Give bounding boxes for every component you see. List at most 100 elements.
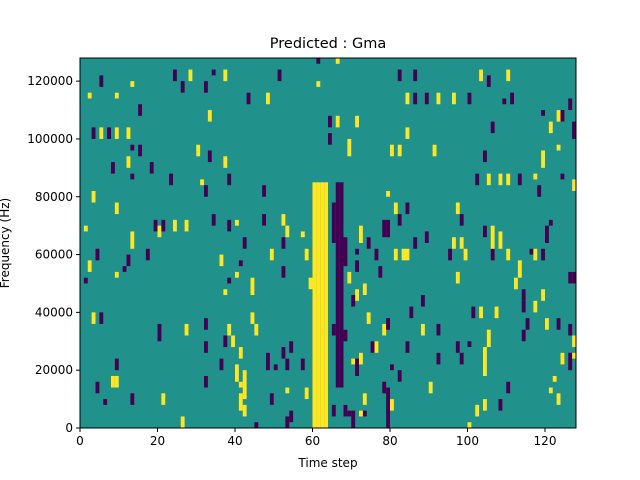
heatmap-cell bbox=[289, 341, 294, 353]
heatmap-cell bbox=[347, 138, 352, 157]
heatmap-cell bbox=[130, 144, 135, 151]
heatmap-cell bbox=[421, 323, 425, 336]
heatmap-cell bbox=[517, 260, 522, 278]
heatmap-cell bbox=[517, 173, 522, 186]
heatmap-cell bbox=[347, 271, 352, 284]
heatmap-cell bbox=[223, 69, 228, 82]
heatmap-cell bbox=[130, 81, 135, 87]
heatmap-cell bbox=[386, 387, 390, 428]
heatmap-cell bbox=[180, 416, 185, 428]
heatmap-cell bbox=[312, 182, 317, 428]
heatmap-cell bbox=[87, 92, 92, 99]
heatmap-cell bbox=[99, 312, 104, 324]
heatmap-cell bbox=[405, 341, 410, 353]
heatmap-cell bbox=[390, 364, 394, 371]
heatmap-cell bbox=[409, 306, 414, 319]
heatmap-cell bbox=[455, 341, 460, 353]
heatmap-cell bbox=[87, 260, 92, 272]
heatmap-cell bbox=[157, 225, 162, 238]
heatmap-cell bbox=[161, 219, 166, 232]
heatmap-cell bbox=[390, 144, 394, 157]
heatmap-cell bbox=[525, 318, 530, 330]
heatmap-cell bbox=[103, 399, 108, 405]
heatmap-cell bbox=[227, 323, 232, 336]
heatmap-cell bbox=[114, 358, 119, 371]
heatmap-cell bbox=[486, 173, 491, 186]
heatmap-cell bbox=[397, 370, 402, 382]
heatmap-cell bbox=[572, 271, 576, 284]
heatmap-cell bbox=[304, 248, 309, 261]
heatmap-cell bbox=[548, 121, 553, 134]
heatmap-cell bbox=[138, 144, 142, 157]
heatmap-cell bbox=[269, 248, 274, 261]
heatmap-cell bbox=[386, 190, 390, 197]
heatmap-cell bbox=[242, 370, 247, 400]
heatmap-cell bbox=[362, 283, 367, 296]
heatmap-cell bbox=[541, 110, 545, 116]
heatmap-cell bbox=[405, 202, 410, 215]
heatmap-cell bbox=[556, 318, 561, 330]
y-axis: 0 20000 40000 60000 80000 100000 120000 bbox=[27, 74, 80, 435]
x-tick-label: 20 bbox=[150, 434, 165, 448]
heatmap-cell bbox=[514, 277, 518, 290]
heatmap-cell bbox=[254, 422, 259, 428]
heatmap-cell bbox=[250, 312, 255, 324]
heatmap-cell bbox=[95, 248, 100, 261]
heatmap-cell bbox=[393, 202, 398, 215]
heatmap-cell bbox=[266, 352, 270, 371]
heatmap-cell bbox=[235, 364, 239, 382]
heatmap-cell bbox=[510, 92, 514, 105]
heatmap-cell bbox=[572, 352, 576, 359]
heatmap-cell bbox=[467, 341, 472, 348]
heatmap-cell bbox=[343, 404, 348, 417]
heatmap-cell bbox=[114, 127, 119, 139]
heatmap-cell bbox=[277, 69, 282, 82]
heatmap-cell bbox=[355, 115, 359, 128]
heatmap-cell bbox=[114, 271, 119, 278]
heatmap-cell bbox=[366, 312, 371, 324]
heatmap-cell bbox=[114, 375, 119, 388]
heatmap-cell bbox=[153, 219, 158, 232]
heatmap-cell bbox=[320, 182, 325, 428]
heatmap-cell bbox=[498, 231, 503, 249]
heatmap-cell bbox=[436, 92, 441, 105]
heatmap-cell bbox=[362, 393, 367, 405]
heatmap-cell bbox=[405, 248, 410, 261]
heatmap-cell bbox=[347, 410, 352, 417]
heatmap-cell bbox=[316, 182, 321, 428]
heatmap-cell bbox=[541, 289, 545, 301]
heatmap-cell bbox=[498, 173, 503, 186]
y-tick-label: 80000 bbox=[35, 190, 73, 204]
heatmap-cell bbox=[335, 182, 340, 388]
heatmap-cell bbox=[331, 323, 336, 336]
heatmap-cell bbox=[145, 248, 150, 261]
heatmap-cell bbox=[130, 393, 135, 405]
heatmap-cell bbox=[355, 248, 359, 255]
heatmap-cell bbox=[541, 248, 545, 261]
heatmap-cell bbox=[452, 92, 456, 105]
heatmap-cell bbox=[111, 375, 115, 388]
x-tick-label: 0 bbox=[76, 434, 84, 448]
heatmap-cell bbox=[235, 271, 239, 278]
heatmap-cell bbox=[568, 352, 573, 371]
heatmap-cell bbox=[355, 358, 359, 376]
heatmap-cell bbox=[99, 127, 104, 139]
heatmap-cell bbox=[397, 214, 402, 226]
heatmap-cell bbox=[204, 81, 208, 93]
heatmap-cell bbox=[331, 202, 336, 243]
heatmap-cell bbox=[223, 289, 228, 296]
heatmap-cell bbox=[421, 295, 425, 307]
heatmap-cell bbox=[413, 92, 418, 105]
heatmap-cell bbox=[351, 295, 356, 307]
heatmap-cell bbox=[374, 248, 379, 261]
heatmap-cell bbox=[552, 375, 557, 382]
heatmap-cell bbox=[343, 329, 348, 342]
heatmap-cell bbox=[548, 387, 553, 394]
heatmap-cell bbox=[246, 92, 251, 105]
heatmap-cell bbox=[149, 162, 154, 174]
heatmap-cell bbox=[486, 329, 491, 348]
heatmap-cell bbox=[432, 144, 437, 157]
heatmap-cell bbox=[533, 248, 538, 261]
heatmap-cell bbox=[548, 219, 553, 226]
heatmap-cell bbox=[266, 92, 270, 105]
